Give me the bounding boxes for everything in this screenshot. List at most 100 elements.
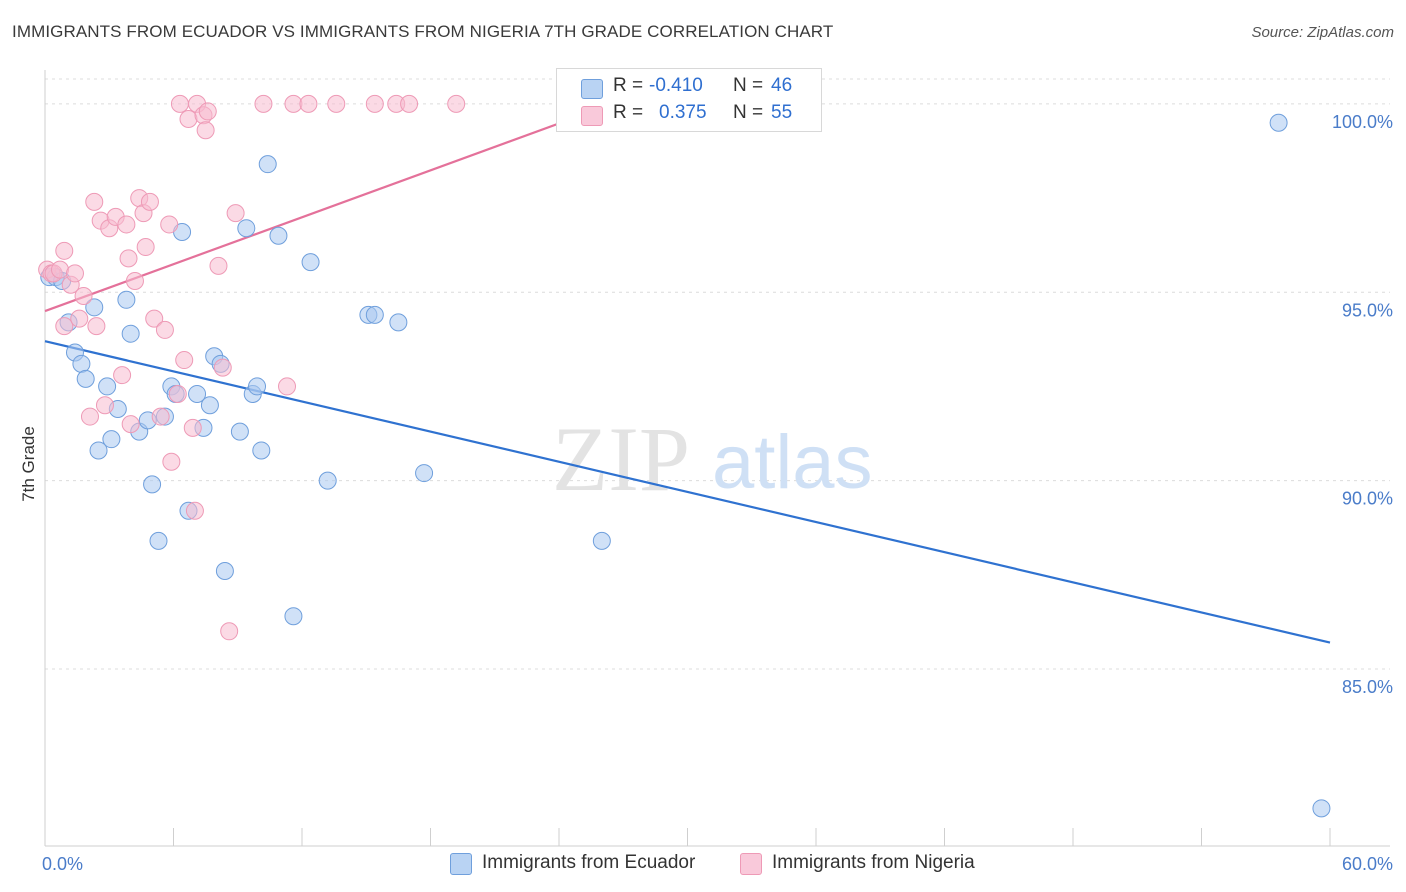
nigeria-point xyxy=(80,407,99,426)
ecuador-point xyxy=(248,377,267,396)
nigeria-point xyxy=(140,192,159,211)
nigeria-point xyxy=(70,309,89,328)
legend-row-ecuador: R = -0.410 N = 46 xyxy=(557,75,821,102)
y-tick-label: 100.0% xyxy=(1332,112,1393,132)
nigeria-point xyxy=(400,94,419,113)
ecuador-point xyxy=(149,531,168,550)
nigeria-point xyxy=(327,94,346,113)
watermark-zip: ZIP xyxy=(552,408,690,510)
ecuador-point xyxy=(143,475,162,494)
watermark-atlas: atlas xyxy=(712,420,873,505)
nigeria-point xyxy=(209,256,228,275)
gridlines xyxy=(45,78,1390,670)
legend-r-value: 0.375 xyxy=(659,102,707,123)
legend-n-value: 55 xyxy=(771,102,793,123)
ecuador-point xyxy=(188,384,207,403)
watermark: ZIP atlas xyxy=(552,408,873,510)
nigeria-point xyxy=(136,238,155,257)
ecuador-point xyxy=(592,531,611,550)
legend-n-label: N = xyxy=(733,102,764,123)
legend-label-nigeria: Immigrants from Nigeria xyxy=(772,852,975,873)
nigeria-point xyxy=(85,192,104,211)
ecuador-point xyxy=(269,226,288,245)
ecuador-point xyxy=(237,219,256,238)
nigeria-point xyxy=(226,204,245,223)
ecuador-point xyxy=(121,324,140,343)
ecuador-point xyxy=(98,377,117,396)
nigeria-point xyxy=(175,351,194,370)
y-tick-label: 90.0% xyxy=(1342,489,1393,509)
source-label: Source: ZipAtlas.com xyxy=(1251,24,1394,41)
ecuador-point xyxy=(102,430,121,449)
nigeria-point xyxy=(160,215,179,234)
nigeria-point xyxy=(155,320,174,339)
ecuador-point xyxy=(85,298,104,317)
ecuador-point xyxy=(1269,113,1288,132)
y-axis-label: 7th Grade xyxy=(19,426,38,502)
nigeria-point xyxy=(55,317,74,336)
nigeria-point xyxy=(196,121,215,140)
ecuador-point xyxy=(76,369,95,388)
ecuador-point xyxy=(200,396,219,415)
legend-swatch-nigeria xyxy=(581,106,603,126)
nigeria-point xyxy=(151,407,170,426)
trendlines xyxy=(44,102,1331,644)
nigeria-point xyxy=(183,418,202,437)
legend-swatch-ecuador xyxy=(450,853,472,875)
nigeria-point xyxy=(74,287,93,306)
nigeria-point xyxy=(220,622,239,641)
chart-title: IMMIGRANTS FROM ECUADOR VS IMMIGRANTS FR… xyxy=(12,22,834,41)
nigeria-point xyxy=(145,309,164,328)
legend-n-value: 46 xyxy=(771,75,793,96)
nigeria-point xyxy=(87,317,106,336)
nigeria-point xyxy=(447,94,466,113)
y-tick-label: 95.0% xyxy=(1342,300,1393,320)
nigeria-point xyxy=(113,366,132,385)
ecuador-point xyxy=(230,422,249,441)
legend-r-label: R = xyxy=(613,102,644,123)
nigeria-point xyxy=(95,396,114,415)
ecuador-point xyxy=(365,305,384,324)
ecuador-point xyxy=(318,471,337,490)
x-tick-label: 60.0% xyxy=(1342,854,1393,874)
nigeria-point xyxy=(55,241,74,260)
y-tick-label: 85.0% xyxy=(1342,677,1393,697)
nigeria-point xyxy=(365,94,384,113)
nigeria-point xyxy=(284,94,303,113)
stats-legend: R = -0.410 N = 46 R = 0.375 N = 55 xyxy=(556,68,822,132)
nigeria-point xyxy=(170,94,189,113)
legend-row-nigeria: R = 0.375 N = 55 xyxy=(557,102,821,129)
nigeria-point xyxy=(179,109,198,128)
nigeria-point xyxy=(50,260,69,279)
nigeria-points xyxy=(38,94,821,641)
ecuador-point xyxy=(117,290,136,309)
ecuador-point xyxy=(89,441,108,460)
ecuador-point xyxy=(1312,799,1331,818)
nigeria-point xyxy=(213,358,232,377)
nigeria-point xyxy=(198,102,217,121)
ecuador-point xyxy=(415,464,434,483)
ecuador-point xyxy=(252,441,271,460)
nigeria-point xyxy=(121,415,140,434)
legend-label-ecuador: Immigrants from Ecuador xyxy=(482,852,696,873)
legend-swatch-nigeria xyxy=(740,853,762,875)
legend-n-label: N = xyxy=(733,75,764,96)
axes xyxy=(44,70,1390,847)
nigeria-point xyxy=(278,377,297,396)
nigeria-point xyxy=(254,94,273,113)
nigeria-point xyxy=(65,264,84,283)
trendline-ecuador xyxy=(44,340,1331,644)
nigeria-point xyxy=(168,384,187,403)
legend-r-value: -0.410 xyxy=(649,75,703,96)
ecuador-point xyxy=(258,155,277,174)
y-tick-labels: 85.0% 90.0% 95.0% 100.0% xyxy=(1332,112,1393,697)
nigeria-point xyxy=(119,249,138,268)
ecuador-point xyxy=(389,313,408,332)
ecuador-point xyxy=(284,607,303,626)
x-tick-labels: 0.0% 60.0% xyxy=(42,854,1393,874)
legend-swatch-ecuador xyxy=(581,79,603,99)
nigeria-point xyxy=(185,501,204,520)
ecuador-point xyxy=(301,253,320,272)
x-tick-label: 0.0% xyxy=(42,854,83,874)
